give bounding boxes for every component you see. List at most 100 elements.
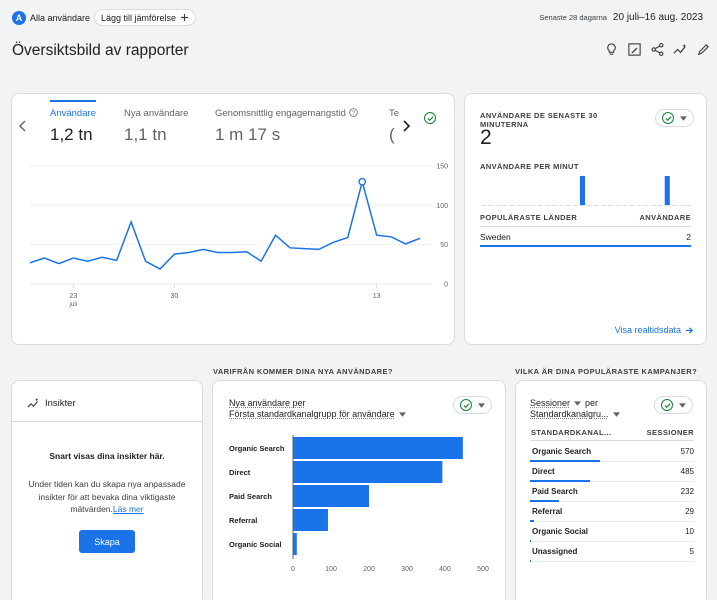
sessions-value: 5 — [689, 547, 694, 556]
table-row[interactable]: Organic Social 10 — [530, 522, 694, 542]
view-realtime-link[interactable]: Visa realtidsdata — [615, 325, 694, 335]
view-realtime-label: Visa realtidsdata — [614, 325, 681, 335]
dimension-selector-line[interactable]: Standardkanalgru... — [530, 409, 620, 420]
realtime-title: ANVÄNDARE DE SENASTE 30 MINUTERNA — [480, 111, 598, 129]
metric-tab-users[interactable]: Användare 1,2 tn — [50, 108, 96, 145]
sessions-bar — [530, 460, 600, 462]
caret-down-icon — [478, 402, 485, 408]
channel-bar — [293, 533, 297, 555]
x-tick-label: 13 — [373, 293, 381, 300]
comparison-toggle[interactable] — [654, 396, 693, 414]
acquisition-card: Nya användare per Första standardkanalgr… — [212, 380, 506, 600]
metric-selector[interactable]: Sessioner per Standardkanalgru... — [530, 398, 620, 420]
metric-selector-line1: Sessioner per — [530, 398, 620, 409]
metric-selector-text: Nya användare per — [229, 398, 306, 408]
insights-icon[interactable] — [673, 42, 688, 57]
metric-value: 1,2 tn — [50, 125, 93, 144]
channel-bar — [293, 509, 328, 531]
insights-title: Insikter — [45, 398, 76, 409]
caret-down-icon — [574, 401, 582, 406]
metric-tab-engagement-time[interactable]: Genomsnittlig engagemangstid ? 1 m 17 s — [215, 108, 358, 145]
x-tick-label: 400 — [439, 566, 451, 573]
pencil-icon[interactable] — [696, 42, 711, 57]
insights-icon — [27, 398, 39, 408]
caret-down-icon — [680, 115, 687, 121]
table-divider — [530, 440, 694, 441]
add-comparison-button[interactable]: Lägg till jämförelse — [94, 9, 197, 26]
col-header-users: ANVÄNDARE — [639, 213, 691, 222]
audience-avatar: A — [12, 11, 26, 25]
country-name: Sweden — [480, 232, 511, 242]
x-tick-label: 23 — [69, 293, 77, 300]
channel-name: Paid Search — [532, 487, 578, 496]
table-row[interactable]: Organic Search 570 — [530, 442, 694, 462]
sessions-bar — [530, 540, 532, 542]
chevron-left-icon[interactable] — [18, 120, 28, 132]
comparison-toggle[interactable] — [655, 109, 694, 127]
channel-name: Referral — [532, 507, 563, 516]
channel-bar — [293, 437, 463, 459]
table-row[interactable]: Referral 29 — [530, 502, 694, 522]
category-label: Paid Search — [229, 492, 272, 501]
sessions-value: 232 — [680, 487, 694, 496]
audience-selector[interactable]: A Alla användare — [12, 9, 90, 27]
channel-name: Organic Search — [532, 447, 592, 456]
overview-line-chart: 15010050023juli3006aug.13 — [29, 164, 448, 308]
page-title: Översiktsbild av rapporter — [12, 42, 189, 59]
y-tick-label: 50 — [440, 242, 448, 249]
category-label: Referral — [229, 516, 257, 525]
dimension-selector-line[interactable]: Första standardkanalgrupp för användare — [229, 409, 406, 420]
sessions-bar — [530, 520, 534, 522]
campaigns-heading: VILKA ÄR DINA POPULÄRASTE KAMPANJER? — [515, 367, 698, 376]
sessions-bar — [530, 480, 590, 482]
metric-value: 1,1 tn — [124, 125, 167, 144]
check-circle-icon — [460, 399, 472, 411]
channel-name: Direct — [532, 467, 555, 476]
metric-value: 1 m 17 s — [215, 125, 281, 144]
share-icon[interactable] — [650, 42, 665, 57]
date-range-picker[interactable]: Senaste 28 dagarna 20 juli–16 aug. 2023 — [539, 12, 703, 23]
sessions-value: 570 — [680, 447, 694, 456]
sessions-value: 485 — [680, 467, 694, 476]
col-header-sessions: SESSIONER — [646, 428, 694, 437]
metric-tab-truncated[interactable]: Te ( — [389, 108, 399, 145]
caret-down-icon — [398, 412, 406, 417]
table-row[interactable]: Direct 485 — [530, 462, 694, 482]
check-circle-icon[interactable] — [424, 112, 436, 124]
table-row[interactable]: Unassigned 5 — [530, 542, 694, 562]
metric-selector[interactable]: Nya användare per Första standardkanalgr… — [229, 398, 406, 420]
x-tick-label: 200 — [363, 566, 375, 573]
col-header-country: POPULÄRASTE LÄNDER — [480, 213, 578, 222]
per-minute-label: ANVÄNDARE PER MINUT — [480, 162, 579, 171]
country-row: Sweden 2 — [480, 232, 691, 246]
help-icon[interactable]: ? — [348, 108, 358, 117]
category-label: Organic Social — [229, 540, 282, 549]
metric-tab-new-users[interactable]: Nya användare 1,1 tn — [124, 108, 188, 145]
realtime-card: ANVÄNDARE DE SENASTE 30 MINUTERNA 2 ANVÄ… — [464, 93, 707, 345]
learn-more-link[interactable]: Läs mer — [112, 504, 144, 514]
col-header-channel: STANDARDKANAL... — [531, 428, 612, 437]
lightbulb-icon[interactable] — [604, 42, 619, 57]
table-row[interactable]: Paid Search 232 — [530, 482, 694, 502]
sessions-bar — [530, 560, 532, 562]
toolbar — [604, 42, 711, 57]
minute-bar — [664, 176, 670, 205]
insights-body-text: Under tiden kan du skapa nya anpassade i… — [28, 479, 186, 514]
metric-value: ( — [389, 125, 395, 144]
channel-bar — [293, 485, 369, 507]
date-range-label: Senaste 28 dagarna — [539, 13, 607, 22]
metric-selector-text: Sessioner — [530, 398, 571, 408]
dimension-selector-text: Standardkanalgru... — [530, 409, 609, 419]
comparison-toggle[interactable] — [453, 396, 492, 414]
channel-name: Organic Social — [532, 527, 589, 536]
metric-label: Användare — [50, 108, 96, 119]
edit-report-icon[interactable] — [627, 42, 642, 57]
category-label: Organic Search — [229, 444, 285, 453]
chevron-right-icon[interactable] — [401, 120, 411, 132]
arrow-right-icon — [685, 326, 694, 334]
active-metric-underline — [50, 100, 96, 102]
acquisition-heading: VARIFRÅN KOMMER DINA NYA ANVÄNDARE? — [213, 367, 393, 376]
create-button[interactable]: Skapa — [79, 530, 135, 553]
channel-name: Unassigned — [532, 547, 578, 556]
insights-divider — [12, 421, 202, 422]
